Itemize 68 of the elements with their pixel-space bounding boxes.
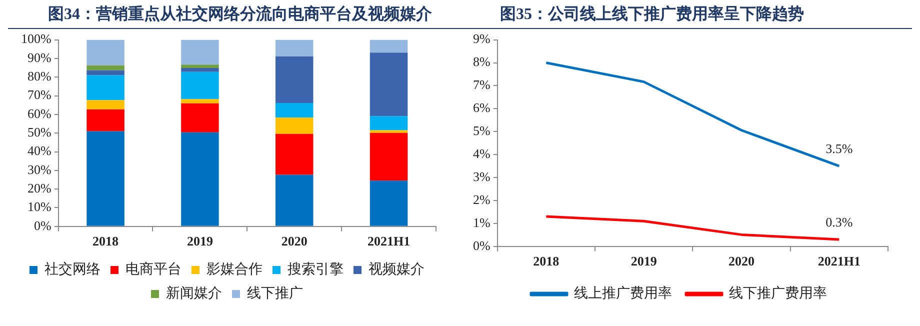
- bar: [370, 180, 408, 226]
- bar: [370, 52, 408, 116]
- y-tick-label: 50%: [27, 124, 52, 140]
- bar: [275, 103, 314, 118]
- y-tick-label: 2%: [472, 192, 490, 207]
- legend-label: 线上推广费用率: [574, 286, 672, 302]
- bar: [275, 40, 314, 56]
- bar: [86, 70, 124, 76]
- data-label: 3.5%: [826, 140, 853, 156]
- y-tick-label: 8%: [472, 54, 490, 70]
- bar: [275, 118, 314, 134]
- legend-label: 影媒合作: [206, 262, 262, 278]
- y-tick-label: 80%: [27, 68, 52, 84]
- y-tick-label: 4%: [472, 146, 490, 161]
- bar: [86, 65, 124, 70]
- chart-title: 图34：营销重点从社交网络分流向电商平台及视频媒介: [8, 2, 460, 29]
- x-tick-label: 2020: [281, 234, 308, 249]
- legend-label: 社交网络: [44, 262, 100, 278]
- y-tick-label: 20%: [27, 180, 52, 196]
- x-tick-label: 2021H1: [818, 254, 860, 269]
- x-tick-label: 2020: [728, 254, 754, 269]
- bar: [181, 72, 219, 100]
- bar: [181, 132, 219, 226]
- y-tick-label: 90%: [27, 50, 52, 65]
- bar: [86, 131, 124, 226]
- x-tick-label: 2018: [92, 234, 120, 249]
- bar: [181, 103, 219, 132]
- x-tick-label: 2018: [533, 254, 560, 269]
- chart-title: 图35：公司线上线下推广费用率呈下降趋势: [460, 2, 912, 29]
- y-tick-label: 5%: [472, 123, 490, 138]
- x-tick-label: 2019: [630, 254, 658, 269]
- legend-label: 视频媒介: [368, 262, 424, 278]
- y-tick-label: 6%: [472, 100, 490, 116]
- y-tick-label: 10%: [27, 199, 52, 214]
- bar: [370, 40, 408, 53]
- bar: [275, 134, 314, 175]
- y-tick-label: 60%: [27, 106, 52, 121]
- bar: [86, 100, 124, 110]
- bar: [181, 68, 219, 72]
- y-tick-label: 0%: [472, 238, 490, 253]
- legend-label: 新闻媒介: [166, 286, 222, 302]
- y-tick-label: 1%: [472, 214, 490, 230]
- y-tick-label: 0%: [34, 218, 52, 233]
- legend-label: 搜索引擎: [288, 262, 344, 278]
- bar: [370, 130, 408, 133]
- y-tick-label: 3%: [472, 168, 490, 184]
- bar: [181, 40, 219, 65]
- y-tick-label: 70%: [27, 87, 52, 102]
- bar: [86, 40, 124, 66]
- y-tick-label: 40%: [27, 143, 52, 158]
- y-tick-label: 9%: [472, 31, 490, 46]
- bar: [370, 116, 408, 130]
- y-tick-label: 30%: [27, 162, 52, 177]
- x-tick-label: 2021H1: [367, 234, 410, 249]
- y-tick-label: 100%: [20, 31, 52, 46]
- y-tick-label: 7%: [472, 77, 490, 92]
- bar: [181, 64, 219, 68]
- bar: [86, 75, 124, 100]
- legend-label: 线下推广: [247, 286, 303, 302]
- bar: [275, 174, 314, 226]
- x-tick-label: 2019: [186, 234, 214, 249]
- legend-label: 电商平台: [126, 262, 182, 278]
- legend-label: 线下推广费用率: [729, 286, 827, 302]
- bar: [275, 56, 314, 104]
- bar: [370, 132, 408, 181]
- bar: [181, 99, 219, 104]
- data-label: 0.3%: [826, 214, 853, 230]
- bar: [86, 109, 124, 132]
